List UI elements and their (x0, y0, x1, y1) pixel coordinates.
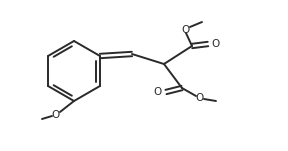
Text: O: O (211, 39, 219, 49)
Text: O: O (52, 110, 60, 120)
Text: O: O (182, 25, 190, 35)
Text: O: O (196, 93, 204, 103)
Text: O: O (154, 87, 162, 97)
